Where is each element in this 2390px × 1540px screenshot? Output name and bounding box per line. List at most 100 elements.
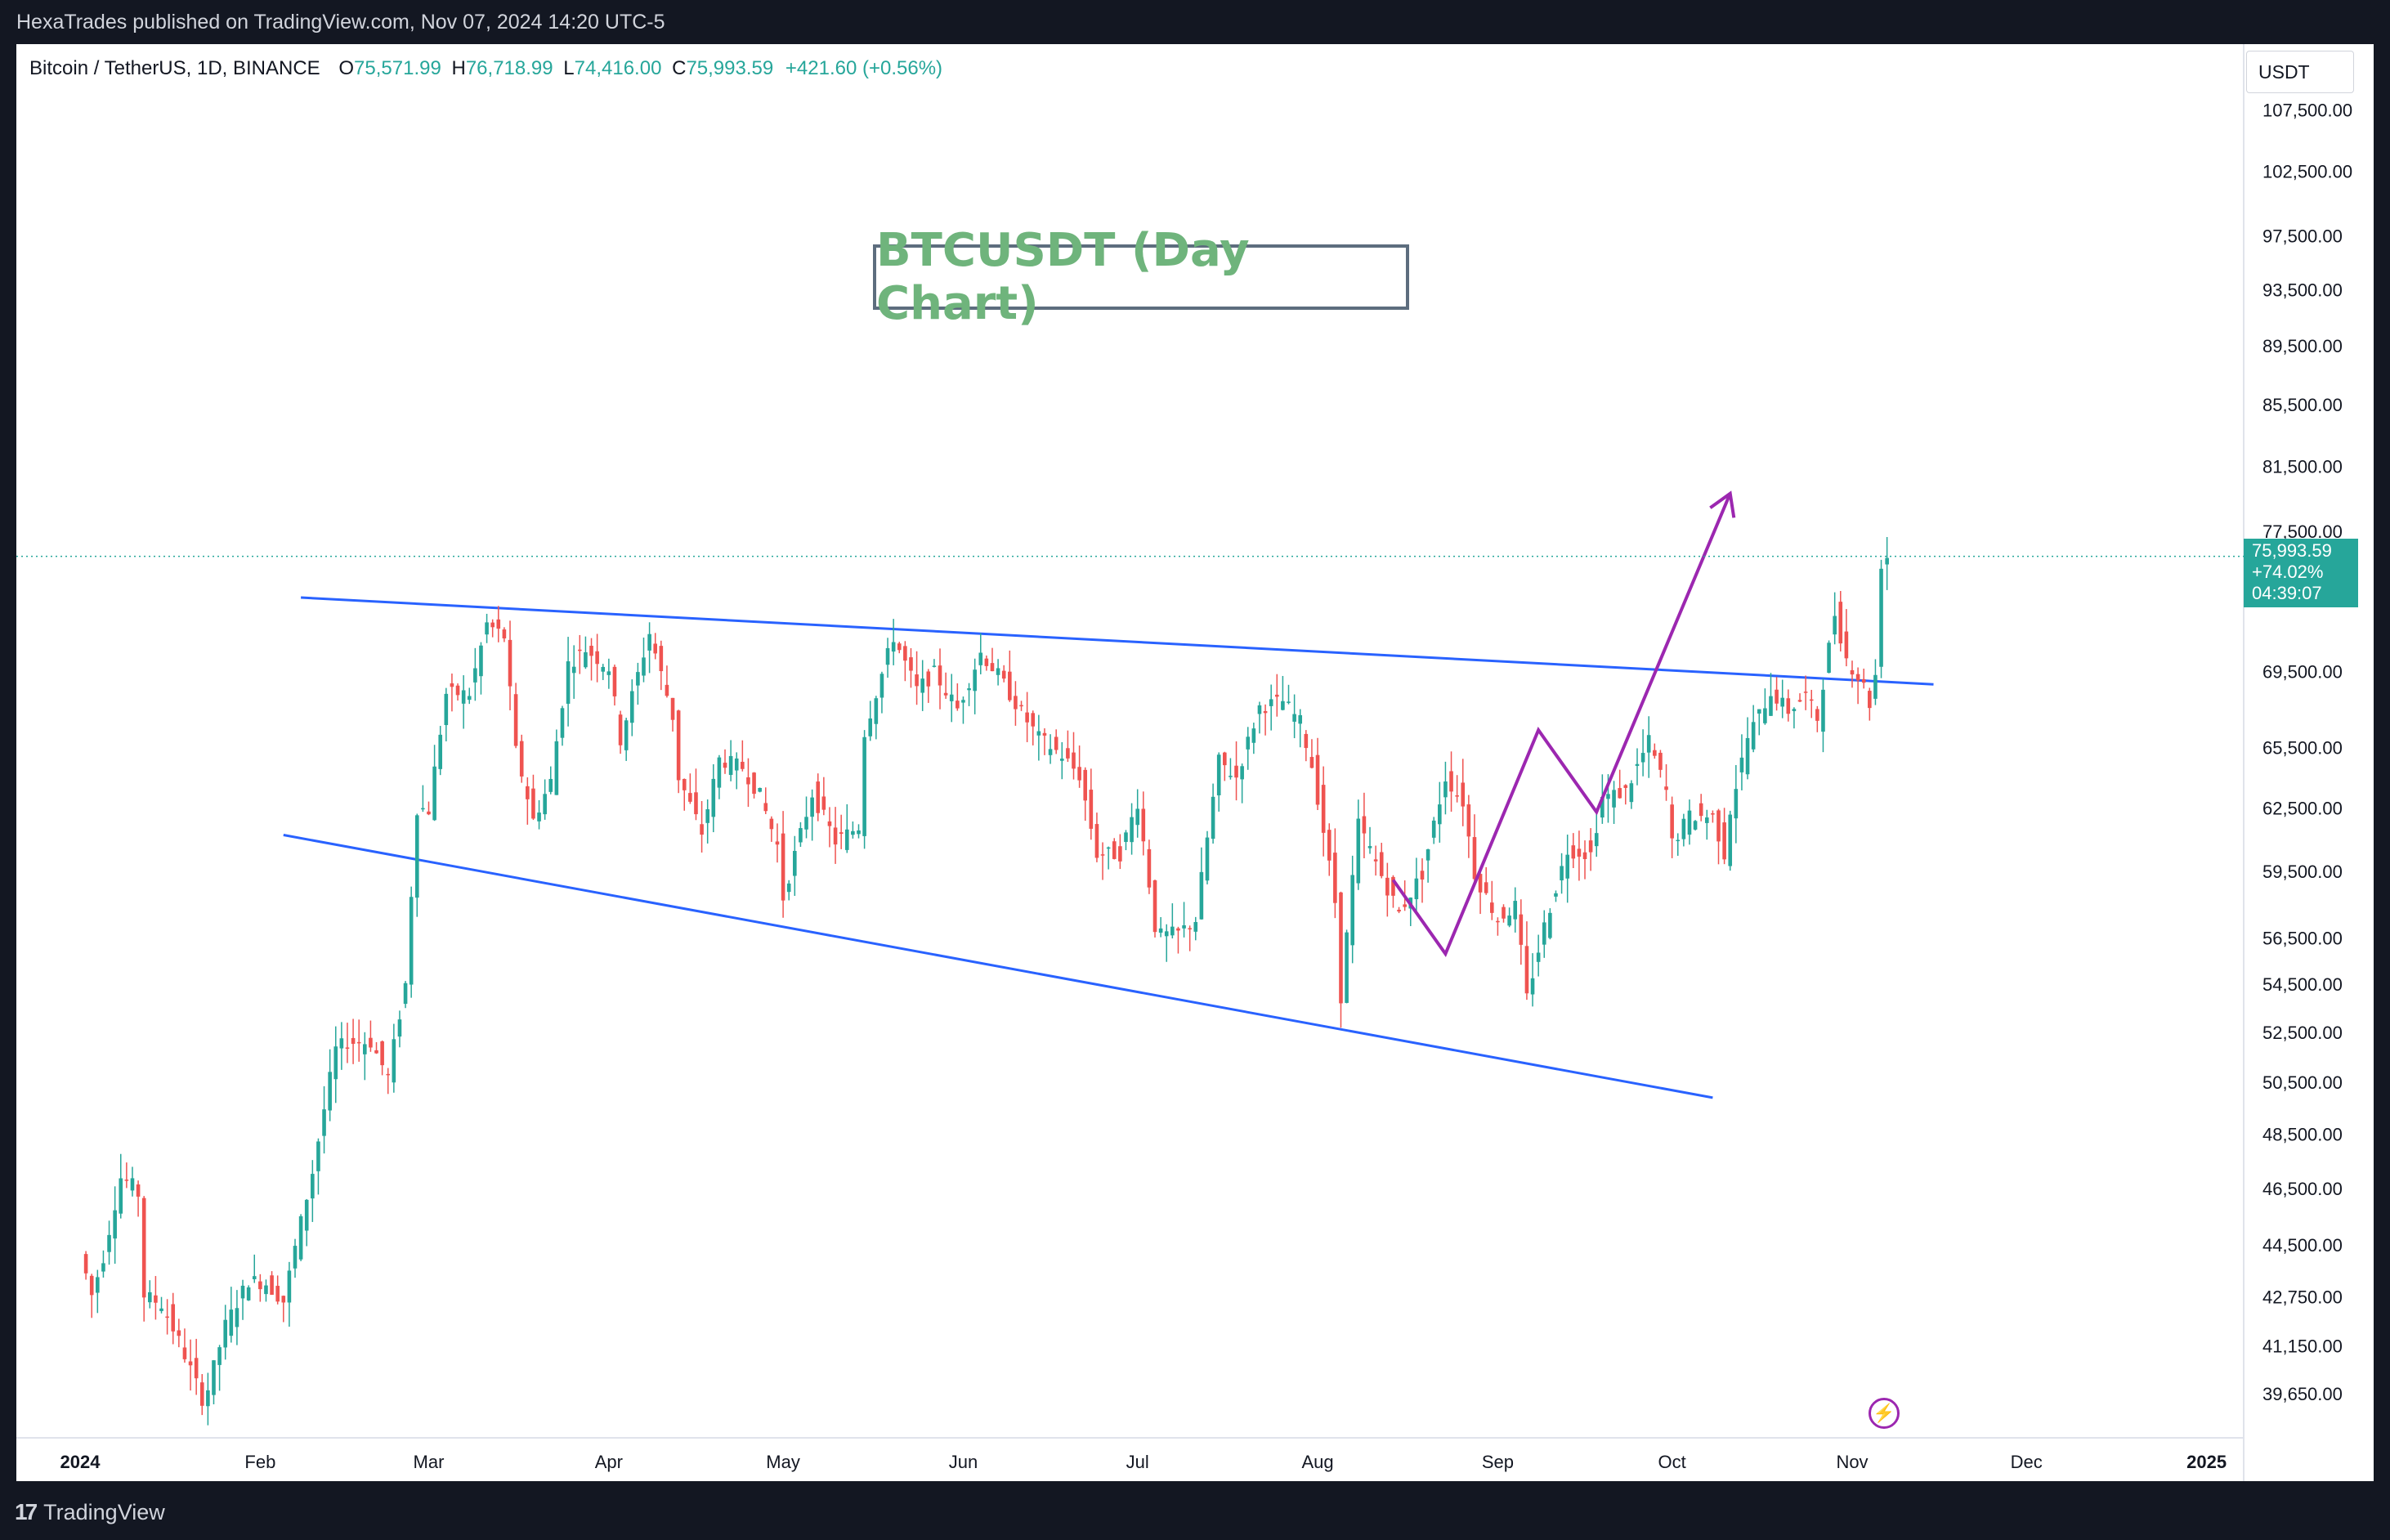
candle-body — [1850, 669, 1855, 675]
candle-body — [862, 736, 866, 836]
candle-body — [775, 841, 780, 845]
candle-body — [560, 708, 565, 738]
candle-body — [1478, 874, 1483, 893]
close-label: C — [672, 57, 687, 79]
candle-body — [769, 818, 774, 830]
candle-body — [1059, 759, 1064, 761]
candle-body — [177, 1330, 181, 1336]
candle-body — [1216, 754, 1221, 796]
candle-body — [1135, 808, 1139, 826]
candle-body — [786, 883, 791, 893]
candle-body — [1873, 674, 1878, 699]
candle-body — [821, 796, 826, 810]
candle-body — [101, 1263, 105, 1272]
candle-body — [1263, 710, 1268, 714]
candle-body — [1257, 705, 1262, 714]
candle-body — [763, 803, 768, 812]
candle-body — [1130, 817, 1134, 843]
currency-unit-button[interactable]: USDT — [2246, 51, 2354, 93]
candle-body — [932, 665, 937, 667]
candle-body — [741, 761, 745, 769]
projection-line — [1391, 492, 1732, 958]
candle-body — [1786, 698, 1791, 714]
lightning-icon[interactable]: ⚡ — [1869, 1398, 1900, 1429]
candle-body — [1193, 921, 1198, 932]
candle-body — [1333, 853, 1337, 903]
candle-body — [490, 622, 495, 628]
candle-body — [1356, 818, 1361, 884]
candle-body — [1489, 902, 1494, 913]
candle-body — [647, 633, 651, 651]
candle-body — [351, 1037, 356, 1044]
candle-body — [1182, 924, 1186, 929]
candle-body — [96, 1277, 100, 1293]
candle-body — [1397, 909, 1401, 912]
candle-body — [1711, 813, 1715, 815]
time-tick-label: Aug — [1301, 1452, 1333, 1472]
candle-body — [1827, 642, 1831, 674]
candle-body — [589, 646, 593, 656]
candle-body — [1223, 752, 1227, 766]
price-tick-label: 46,500.00 — [2262, 1179, 2343, 1199]
candle-body — [1722, 822, 1726, 860]
time-tick-label: 2025 — [2186, 1452, 2227, 1472]
candle-body — [1681, 818, 1686, 839]
candle-body — [199, 1382, 204, 1406]
candle-body — [502, 629, 507, 639]
candle-body — [322, 1109, 326, 1136]
candle-body — [990, 663, 995, 672]
candle-body — [746, 777, 750, 785]
candle-body — [374, 1050, 378, 1054]
candle-body — [584, 651, 588, 668]
candle-body — [450, 683, 454, 687]
candle-body — [1868, 691, 1872, 709]
candle-body — [165, 1316, 169, 1318]
candle-body — [467, 696, 472, 701]
trendline-lower — [283, 834, 1713, 1099]
candle-body — [1757, 709, 1761, 714]
candlestick-chart[interactable]: 39,650.00 41,150.00 42,750.00 44,500.00 46,5… — [16, 44, 2374, 1481]
candle-body — [1164, 931, 1169, 937]
candle-body — [316, 1141, 320, 1171]
candle-body — [827, 821, 832, 826]
candle-body — [758, 787, 762, 792]
high-label: H — [451, 57, 466, 79]
candle-body — [1251, 728, 1256, 743]
candle-body — [455, 685, 460, 696]
candle-body — [1287, 701, 1291, 703]
candle-body — [240, 1285, 245, 1299]
candle-body — [1600, 797, 1605, 818]
candle-body — [246, 1287, 251, 1300]
candle-body — [369, 1037, 373, 1048]
candle-body — [1315, 754, 1320, 805]
candle-body — [1635, 763, 1640, 766]
candle-body — [879, 674, 884, 698]
candle-body — [1158, 928, 1163, 933]
candle-body — [1414, 878, 1419, 900]
candle-body — [414, 815, 419, 898]
candle-body — [1780, 697, 1785, 707]
publish-info: HexaTrades published on TradingView.com,… — [16, 11, 665, 34]
candle-body — [1001, 670, 1006, 679]
candle-body — [287, 1270, 292, 1303]
candle-body — [526, 786, 530, 799]
price-tick-label: 81,500.00 — [2262, 457, 2343, 477]
candle-body — [311, 1174, 315, 1199]
candle-body — [578, 649, 582, 651]
open-label: O — [338, 57, 355, 79]
candle-body — [537, 813, 541, 821]
candle-body — [141, 1198, 146, 1298]
candle-body — [851, 830, 855, 835]
candle-body — [1571, 845, 1576, 859]
candle-body — [909, 657, 913, 671]
candle-body — [147, 1292, 152, 1303]
candle-body — [978, 652, 983, 665]
candle-body — [1792, 709, 1797, 711]
candle-body — [1502, 907, 1506, 919]
tradingview-logo[interactable]: 17 TradingView — [15, 1499, 165, 1525]
chart-frame[interactable]: 39,650.00 41,150.00 42,750.00 44,500.00 46,5… — [16, 44, 2374, 1481]
candle-body — [1629, 783, 1634, 803]
candle-body — [1112, 841, 1117, 859]
candle-body — [943, 692, 948, 696]
price-tick-label: 42,750.00 — [2262, 1287, 2343, 1307]
